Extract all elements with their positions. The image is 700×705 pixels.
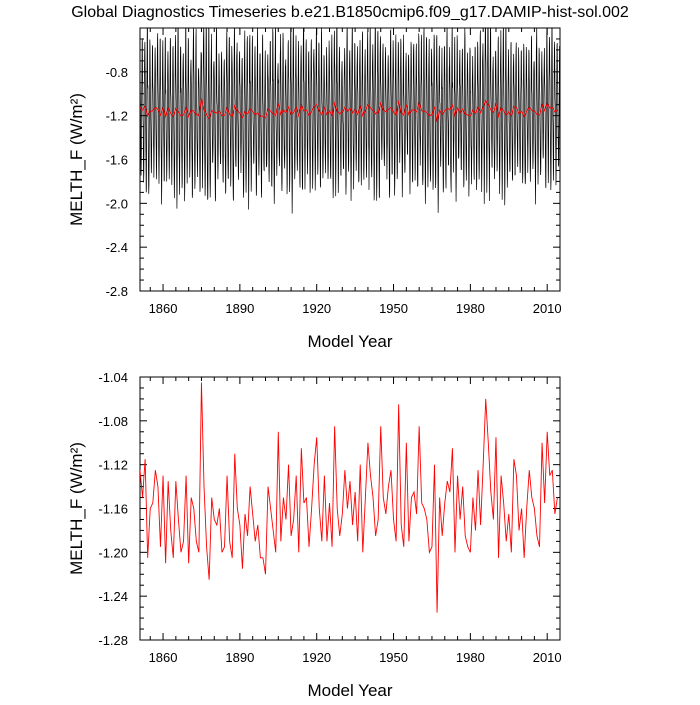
top-panel-monthly-and-annual: 1860 1890 1920 1950 1980 2010 -2.8 -2.4 -2.0 -1.6… bbox=[67, 27, 562, 351]
top-x-tick-label: 1860 bbox=[149, 301, 178, 316]
bottom-x-tick-label: 1860 bbox=[149, 650, 178, 665]
bottom-x-tick-label: 1950 bbox=[379, 650, 408, 665]
bottom-plot-frame bbox=[139, 376, 561, 641]
bottom-y-tick-label: -1.24 bbox=[98, 589, 128, 604]
top-y-tick-label: -2.0 bbox=[106, 196, 128, 211]
bottom-y-tick-label: -1.12 bbox=[98, 458, 128, 473]
bottom-y-tick-label: -1.20 bbox=[98, 545, 128, 560]
figure-title: Global Diagnostics Timeseries b.e21.B185… bbox=[71, 4, 629, 21]
top-y-tick-label: -1.2 bbox=[106, 109, 128, 124]
bottom-x-tick-label: 1890 bbox=[225, 650, 254, 665]
top-x-tick-label: 1890 bbox=[225, 301, 254, 316]
top-annual-mean-line bbox=[140, 98, 558, 122]
bottom-x-tick-label: 2010 bbox=[533, 650, 562, 665]
top-x-tick-label: 1980 bbox=[456, 301, 485, 316]
monthly-series-line bbox=[140, 28, 560, 214]
top-x-tick-label: 1920 bbox=[302, 301, 331, 316]
bottom-x-tick-label: 1920 bbox=[302, 650, 331, 665]
top-y-tick-label: -0.8 bbox=[106, 65, 128, 80]
bottom-panel-annual-mean: 1860 1890 1920 1950 1980 2010 -1.28 -1.24 -1.20 -… bbox=[67, 370, 562, 700]
annual-mean-line bbox=[140, 382, 558, 613]
bottom-y-tick-label: -1.08 bbox=[98, 414, 128, 429]
top-x-axis-label: Model Year bbox=[307, 332, 392, 351]
top-y-tick-label: -1.6 bbox=[106, 153, 128, 168]
top-x-tick-label: 2010 bbox=[533, 301, 562, 316]
bottom-x-tick-label: 1980 bbox=[456, 650, 485, 665]
top-y-tick-label: -2.4 bbox=[106, 240, 128, 255]
top-y-tick-label: -2.8 bbox=[106, 284, 128, 299]
top-x-tick-label: 1950 bbox=[379, 301, 408, 316]
top-y-axis-label: MELTH_F (W/m²) bbox=[67, 93, 86, 226]
bottom-y-axis-label: MELTH_F (W/m²) bbox=[67, 442, 86, 575]
bottom-y-tick-label: -1.04 bbox=[98, 370, 128, 385]
bottom-y-tick-label: -1.28 bbox=[98, 633, 128, 648]
bottom-x-axis-label: Model Year bbox=[307, 681, 392, 700]
bottom-y-tick-label: -1.16 bbox=[98, 502, 128, 517]
